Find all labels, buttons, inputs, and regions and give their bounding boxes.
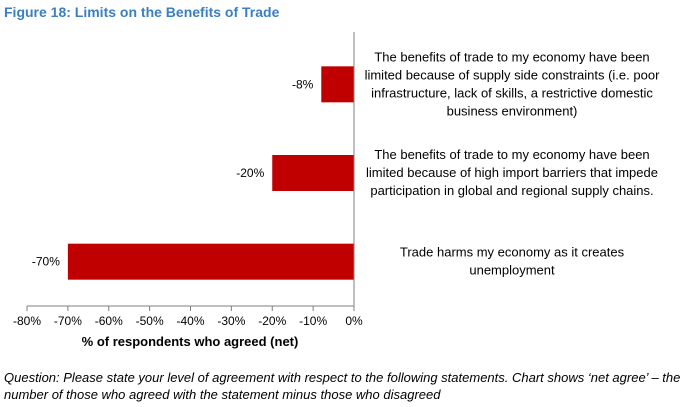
data-label: -70%	[32, 255, 60, 269]
x-tick-label: -40%	[176, 314, 204, 328]
x-tick-label: -70%	[54, 314, 82, 328]
figure-title: Figure 18: Limits on the Benefits of Tra…	[4, 4, 280, 20]
category-label-line: The benefits of trade to my economy have…	[374, 49, 649, 64]
category-label: The benefits of trade to my economy have…	[365, 49, 660, 118]
category-label-line: The benefits of trade to my economy have…	[374, 147, 649, 162]
bar	[272, 155, 354, 191]
x-tick-label: 0%	[345, 314, 363, 328]
x-tick-label: -20%	[258, 314, 286, 328]
bar	[321, 66, 354, 103]
category-label-line: limited because of supply side constrain…	[365, 67, 660, 82]
x-tick-label: -80%	[13, 314, 41, 328]
category-label-line: Trade harms my economy as it creates	[400, 245, 625, 260]
x-tick-label: -10%	[299, 314, 327, 328]
category-label: The benefits of trade to my economy have…	[366, 147, 658, 198]
category-label: Trade harms my economy as it creates unem…	[400, 245, 625, 278]
category-label-line: unemployment	[469, 263, 555, 278]
category-labels-group: The benefits of trade to my economy have…	[365, 49, 660, 277]
bar	[67, 243, 354, 280]
x-tick-label: -30%	[217, 314, 245, 328]
category-label-line: participation in global and regional sup…	[370, 183, 653, 198]
data-labels-group: -8% -20% -70%	[32, 77, 314, 268]
x-tick-label: -50%	[136, 314, 164, 328]
x-axis-title: % of respondents who agreed (net)	[82, 334, 299, 349]
category-label-line: limited because of high import barriers …	[366, 165, 658, 180]
category-label-line: infrastructure, lack of skills, a restri…	[371, 85, 653, 100]
question-caption: Question: Please state your level of agr…	[4, 370, 681, 402]
data-label: -20%	[236, 166, 264, 180]
data-label: -8%	[292, 77, 314, 91]
bars-group	[67, 66, 354, 280]
x-tick-label: -60%	[95, 314, 123, 328]
x-axis: -80% -70% -60% -50% -40% -30% -20% -10% 0%	[13, 32, 363, 328]
category-label-line: business environment)	[447, 103, 578, 118]
